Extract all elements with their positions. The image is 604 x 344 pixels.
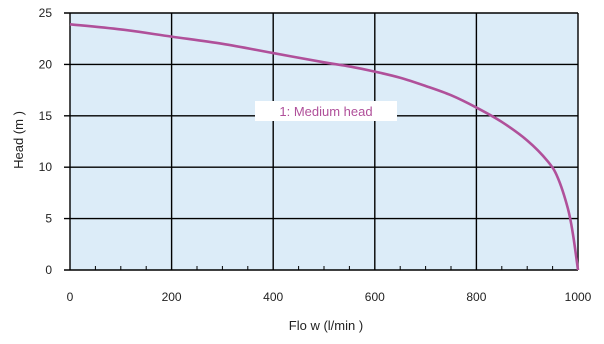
y-axis-title: Head (m ) xyxy=(11,111,26,169)
y-tick-labels: 0 5 10 15 20 25 xyxy=(39,6,53,277)
y-tick-label: 10 xyxy=(39,160,53,174)
y-tick-label: 25 xyxy=(39,6,53,20)
x-tick-label: 200 xyxy=(162,290,182,304)
legend-box xyxy=(255,101,397,121)
x-tick-labels: 0 200 400 600 800 1000 xyxy=(67,290,592,304)
x-tick-label: 1000 xyxy=(565,290,592,304)
x-tick-label: 0 xyxy=(67,290,74,304)
x-tick-label: 400 xyxy=(263,290,283,304)
legend-label: 1: Medium head xyxy=(279,104,372,119)
x-axis-title: Flo w (l/min ) xyxy=(289,318,363,333)
x-tick-label: 800 xyxy=(466,290,486,304)
y-tick-label: 20 xyxy=(39,57,53,71)
plot-background xyxy=(70,13,578,270)
y-tick-label: 0 xyxy=(45,263,52,277)
series-layer xyxy=(69,23,580,271)
series-line xyxy=(69,23,580,271)
x-tick-label: 600 xyxy=(365,290,385,304)
legend-layer: 1: Medium head xyxy=(255,101,397,121)
y-tick-label: 5 xyxy=(45,212,52,226)
y-tick-label: 15 xyxy=(39,109,53,123)
